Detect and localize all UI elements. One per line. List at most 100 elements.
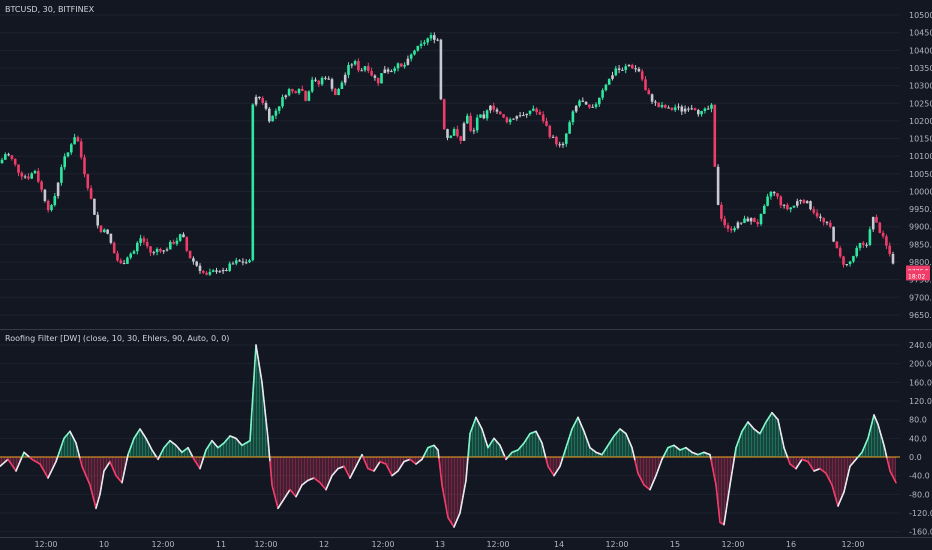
candle-body bbox=[522, 115, 525, 117]
candle-body bbox=[188, 250, 192, 259]
candle-body bbox=[17, 164, 20, 173]
candle-body bbox=[53, 195, 57, 206]
indicator-title: Roofing Filter [DW] (close, 10, 30, Ehle… bbox=[5, 334, 229, 343]
indicator-pane[interactable] bbox=[0, 344, 900, 533]
candle-body bbox=[258, 96, 261, 99]
candle-body bbox=[208, 271, 212, 275]
candle-body bbox=[7, 154, 10, 156]
candle-body bbox=[383, 69, 387, 74]
candle-body bbox=[862, 242, 865, 245]
indicator-line-segment bbox=[439, 466, 442, 478]
indicator-line-segment bbox=[250, 407, 253, 426]
candle-body bbox=[825, 222, 829, 224]
price-pane[interactable] bbox=[0, 14, 900, 316]
price-axis[interactable]: 10500.0 10450.0 10400.0 10350.0 10300.0 10250… bbox=[906, 11, 932, 320]
candle-body bbox=[423, 42, 426, 44]
indicator-line-segment bbox=[709, 453, 712, 461]
candle-body bbox=[568, 122, 571, 134]
candle-body bbox=[112, 242, 116, 254]
candle-body bbox=[43, 189, 47, 201]
candle-body bbox=[482, 114, 486, 119]
candle-body bbox=[472, 130, 476, 132]
candle-body bbox=[23, 176, 27, 178]
candle-body bbox=[353, 61, 357, 65]
candle-body bbox=[508, 119, 512, 123]
time-tick-label: 12:00 bbox=[841, 540, 864, 549]
candle-body bbox=[532, 108, 535, 111]
indicator-line-segment bbox=[444, 500, 447, 508]
candle-body bbox=[159, 248, 162, 252]
price-tick-label: 9700.0 bbox=[909, 293, 932, 302]
candle-body bbox=[63, 156, 66, 168]
candle-body bbox=[320, 77, 324, 85]
indicator-line-segment bbox=[268, 449, 271, 463]
candle-body bbox=[479, 114, 482, 118]
indicator-line-segment bbox=[468, 432, 471, 447]
indicator-line-segment bbox=[894, 479, 897, 484]
indicator-tick-label: 120.0 bbox=[909, 397, 932, 406]
candle-body bbox=[192, 258, 195, 262]
indicator-line-segment bbox=[255, 344, 258, 353]
candle-body bbox=[466, 115, 469, 124]
indicator-line-segment bbox=[733, 453, 736, 461]
candle-body bbox=[713, 104, 717, 167]
candle-body bbox=[60, 167, 63, 183]
candle-body bbox=[776, 193, 779, 197]
indicator-line-segment bbox=[727, 490, 730, 500]
candle-body bbox=[733, 228, 736, 231]
candle-body bbox=[20, 172, 24, 177]
candle-body bbox=[185, 237, 189, 251]
candle-body bbox=[251, 104, 255, 261]
candle-body bbox=[878, 222, 882, 233]
candle-body bbox=[875, 217, 878, 223]
indicator-line-segment bbox=[438, 457, 441, 469]
candle-body bbox=[238, 260, 241, 262]
time-tick-label: 10 bbox=[99, 540, 109, 549]
price-badge bbox=[906, 270, 930, 281]
indicator-line-segment bbox=[102, 470, 105, 478]
candle-body bbox=[66, 152, 70, 157]
candle-body bbox=[343, 74, 347, 83]
candle-body bbox=[73, 137, 76, 145]
candle-body bbox=[172, 241, 175, 244]
candle-body bbox=[330, 79, 334, 89]
candle-body bbox=[0, 159, 4, 164]
candle-body bbox=[264, 103, 268, 109]
candle-body bbox=[746, 218, 750, 222]
candle-body bbox=[528, 110, 532, 114]
candle-body bbox=[248, 260, 251, 263]
candle-body bbox=[621, 69, 624, 71]
candle-body bbox=[126, 257, 129, 264]
indicator-line-segment bbox=[446, 511, 449, 519]
candle-body bbox=[650, 94, 654, 102]
indicator-line-segment bbox=[715, 484, 718, 496]
candle-body bbox=[152, 252, 156, 254]
candle-body bbox=[756, 222, 759, 225]
candle-body bbox=[624, 66, 627, 70]
candle-body bbox=[858, 242, 862, 248]
candle-body bbox=[855, 247, 858, 257]
candle-body bbox=[426, 38, 429, 43]
candle-body bbox=[475, 117, 479, 131]
price-tick-label: 10100.0 bbox=[909, 152, 932, 161]
time-tick-label: 12:00 bbox=[371, 540, 394, 549]
candle-body bbox=[231, 263, 235, 265]
candle-body bbox=[558, 144, 561, 146]
candle-body bbox=[304, 90, 307, 101]
candle-body bbox=[690, 108, 693, 110]
candle-body bbox=[502, 114, 505, 118]
candle-body bbox=[601, 90, 604, 98]
candle-body bbox=[281, 97, 284, 107]
indicator-line-segment bbox=[264, 409, 267, 421]
candle-body bbox=[571, 111, 575, 123]
indicator-tick-label: -40.0 bbox=[909, 472, 930, 481]
candle-body bbox=[79, 141, 83, 158]
indicator-line-segment bbox=[713, 474, 716, 481]
candle-body bbox=[416, 45, 420, 51]
candle-body bbox=[403, 64, 406, 67]
indicator-axis[interactable]: 240.0 200.0 160.0 120.0 80.0 40.0 0.0 -40.0 -80.… bbox=[909, 341, 932, 537]
indicator-line-segment bbox=[723, 517, 726, 526]
indicator-line-segment bbox=[440, 475, 443, 486]
time-axis[interactable]: 12:00 10 12:00 11 12:00 12 12:00 13 12:00 14 12:00… bbox=[0, 537, 932, 550]
candle-body bbox=[13, 158, 17, 165]
